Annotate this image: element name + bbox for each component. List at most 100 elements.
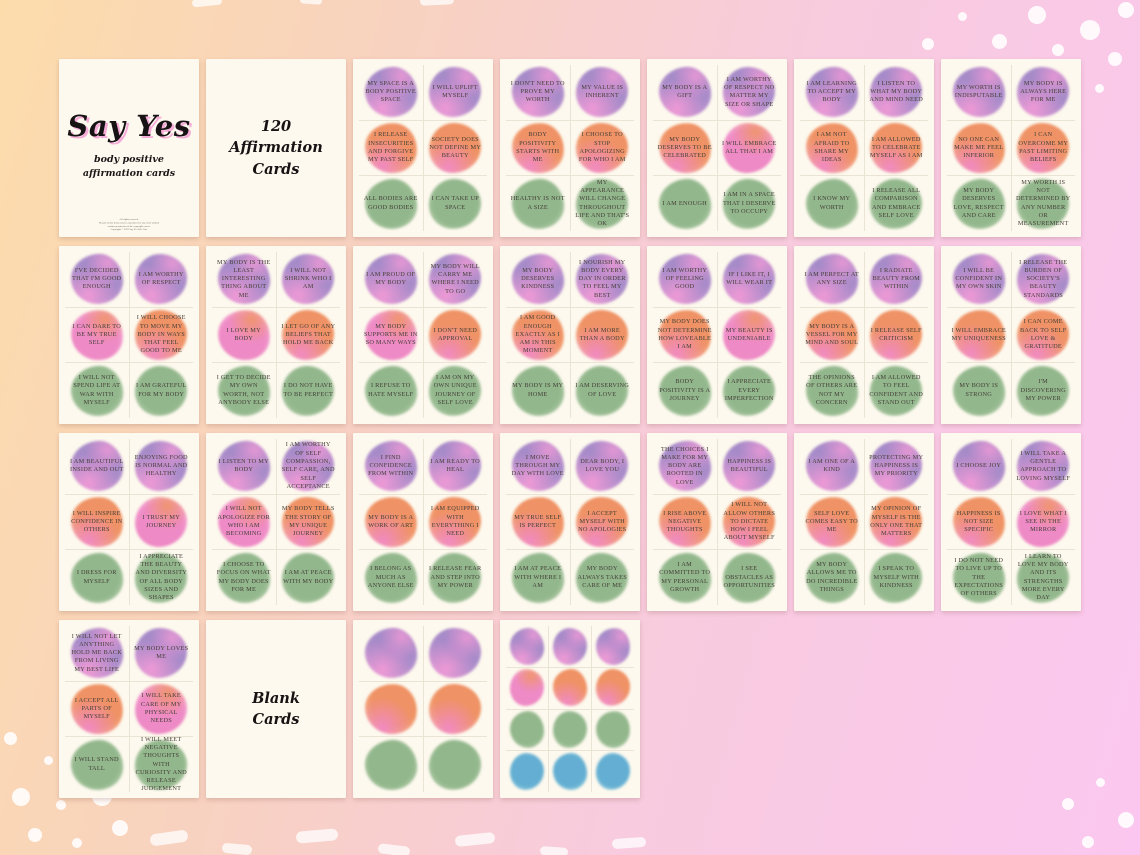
affirmation-card: I AM WORTHY OF RESPECT xyxy=(129,252,193,307)
paint-dot xyxy=(1095,84,1104,93)
affirmation-text: HEALTHY IS NOT A SIZE xyxy=(510,195,565,211)
affirmation-card-sheet: MY BODY IS A GIFT I AM WORTHY OF RESPECT … xyxy=(647,59,787,237)
affirmation-text: MY BODY LOVES ME xyxy=(134,645,189,661)
affirmation-text: I CAN OVERCOME MY PAST LIMITING BELIEFS xyxy=(1018,131,1069,164)
affirmation-card: I TRUST MY JOURNEY xyxy=(129,494,193,550)
affirmation-text: I LOVE MY BODY xyxy=(226,326,261,342)
affirmation-card: ALL BODIES ARE GOOD BODIES xyxy=(359,176,423,231)
affirmation-text: MY BODY WILL CARRY ME WHERE I NEED TO GO xyxy=(430,262,480,295)
affirmation-text: I CAN COME BACK TO SELF LOVE & GRATITUDE xyxy=(1019,318,1067,351)
affirmation-text: I'M DISCOVERING MY POWER xyxy=(1020,378,1066,402)
blank-card xyxy=(423,737,487,792)
watercolor-blob-blue xyxy=(593,751,633,792)
blank-card xyxy=(506,667,548,709)
card-cut-grid: I FIND CONFIDENCE FROM WITHIN I AM READY … xyxy=(359,439,487,605)
affirmation-text: I AM DESERVING OF LOVE xyxy=(575,382,630,398)
paint-dash xyxy=(295,828,339,844)
card-cut-grid: I LISTEN TO MY BODY I AM WORTHY OF SELF C… xyxy=(212,439,340,605)
affirmation-card: I ACCEPT ALL PARTS OF MYSELF xyxy=(65,681,129,737)
affirmation-text: THE CHOICES I MAKE FOR MY BODY ARE ROOTE… xyxy=(660,445,709,486)
affirmation-card: I AM BEAUTIFUL INSIDE AND OUT xyxy=(65,439,129,494)
blank-card xyxy=(592,626,634,667)
affirmation-card: I WILL MEET NEGATIVE THOUGHTS WITH CURIO… xyxy=(129,737,193,792)
blank-card xyxy=(359,737,423,792)
affirmation-card: I AM PROUD OF MY BODY xyxy=(359,252,423,307)
affirmation-card: I AM GRATEFUL FOR MY BODY xyxy=(129,363,193,418)
affirmation-text: I AM WORTHY OF RESPECT NO MATTER MY SIZE… xyxy=(724,75,775,108)
affirmation-card: MY BODY DESERVES LOVE, RESPECT AND CARE xyxy=(947,176,1011,231)
affirmation-card: PROTECTING MY HAPPINESS IS MY PRIORITY xyxy=(864,439,928,494)
paint-dot xyxy=(1080,20,1100,40)
affirmation-card-sheet: I AM LEARNING TO ACCEPT MY BODY I LISTEN … xyxy=(794,59,934,237)
affirmation-text: PROTECTING MY HAPPINESS IS MY PRIORITY xyxy=(869,453,924,478)
watercolor-blob-purple xyxy=(552,627,588,665)
affirmation-text: BODY POSITIVITY IS A JOURNEY xyxy=(659,378,711,402)
affirmation-card-sheet: I WILL BE CONFIDENT IN MY OWN SKIN I RELE… xyxy=(941,246,1081,424)
watercolor-blob-blue xyxy=(551,751,589,792)
affirmation-text: MY BODY IS A VESSEL FOR MY MIND AND SOUL xyxy=(805,322,859,347)
affirmation-text: I CHOOSE TO FOCUS ON WHAT MY BODY DOES F… xyxy=(216,561,271,593)
affirmation-card: MY BODY DESERVES TO BE CELEBRATED xyxy=(653,120,717,176)
affirmation-card: I CHOOSE JOY xyxy=(947,439,1011,494)
affirmation-text: I SEE OBSTACLES AS OPPORTUNITIES xyxy=(723,565,775,589)
affirmation-text: MY BODY DESERVES TO BE CELEBRATED xyxy=(657,135,712,160)
affirmation-card-sheet: MY BODY DESERVES KINDNESS I NOURISH MY BO… xyxy=(500,246,640,424)
affirmation-card: I BELONG AS MUCH AS ANYONE ELSE xyxy=(359,550,423,605)
paint-dot xyxy=(1062,798,1074,810)
affirmation-text: DEAR BODY, I LOVE YOU xyxy=(580,458,625,474)
affirmation-card: I DON'T NEED APPROVAL xyxy=(423,307,487,363)
watercolor-blob-blue xyxy=(509,752,545,790)
affirmation-text: I AM ENOUGH xyxy=(662,199,707,207)
affirmation-text: MY BODY TELLS THE STORY OF MY UNIQUE JOU… xyxy=(281,505,335,538)
affirmation-card: I WILL TAKE CARE OF MY PHYSICAL NEEDS xyxy=(129,681,193,737)
watercolor-blob-pink xyxy=(135,683,188,734)
affirmation-text: MY BODY IS STRONG xyxy=(959,382,999,398)
affirmation-card: I RELEASE ALL COMPARISON AND EMBRACE SEL… xyxy=(864,176,928,231)
watercolor-blob-orange xyxy=(429,122,482,173)
affirmation-card: I DON'T NEED TO PROVE MY WORTH xyxy=(506,65,570,120)
affirmation-text: I DRESS FOR MYSELF xyxy=(76,569,117,585)
affirmation-card-sheet: I AM ONE OF A KIND PROTECTING MY HAPPINES… xyxy=(794,433,934,611)
affirmation-text: MY BODY IS ALWAYS HERE FOR ME xyxy=(1020,79,1067,104)
affirmation-card: I WILL BE CONFIDENT IN MY OWN SKIN xyxy=(947,252,1011,307)
affirmation-card: I WILL INSPIRE CONFIDENCE IN OTHERS xyxy=(65,494,129,550)
watercolor-blob-green xyxy=(363,737,419,792)
watercolor-blob-purple xyxy=(135,254,188,304)
affirmation-text: MY BODY DOES NOT DETERMINE HOW LOVEABLE … xyxy=(657,318,712,351)
product-subtitle: body positive affirmation cards xyxy=(82,154,176,180)
paint-dot xyxy=(56,800,66,810)
watercolor-blob-orange xyxy=(362,681,420,737)
affirmation-text: I CHOOSE TO STOP APOLOGIZING FOR WHO I A… xyxy=(578,131,626,164)
affirmation-card: I CAN OVERCOME MY PAST LIMITING BELIEFS xyxy=(1011,120,1075,176)
blank-card xyxy=(549,626,591,667)
affirmation-text: I LET GO OF ANY BELIEFS THAT HOLD ME BAC… xyxy=(281,322,336,347)
affirmation-card: NO ONE CAN MAKE ME FEEL INFERIOR xyxy=(947,120,1011,176)
affirmation-text: I AM ON MY OWN UNIQUE JOURNEY OF SELF LO… xyxy=(433,374,477,406)
affirmation-card: MY BODY DOES NOT DETERMINE HOW LOVEABLE … xyxy=(653,307,717,363)
affirmation-text: I AM IN A SPACE THAT I DESERVE TO OCCUPY xyxy=(722,191,776,215)
affirmation-text: I RELEASE THE BURDEN OF SOCIETY'S BEAUTY… xyxy=(1019,258,1068,299)
affirmation-text: IF I LIKE IT, I WILL WEAR IT xyxy=(726,271,773,287)
affirmation-card-sheet: I WILL NOT LET ANYTHING HOLD ME BACK FRO… xyxy=(59,620,199,798)
affirmation-card: I RELEASE INSECURITIES AND FORGIVE MY PA… xyxy=(359,120,423,176)
affirmation-card: MY BODY WILL CARRY ME WHERE I NEED TO GO xyxy=(423,252,487,307)
affirmation-text: MY VALUE IS INHERENT xyxy=(581,84,624,100)
affirmation-card-sheet: MY WORTH IS INDISPUTABLE MY BODY IS ALWAY… xyxy=(941,59,1081,237)
affirmation-card: I RELEASE SELF CRITICISM xyxy=(864,307,928,363)
affirmation-text: MY APPEARANCE WILL CHANGE THROUGHOUT LIF… xyxy=(575,178,630,228)
affirmation-text: I RELEASE INSECURITIES AND FORGIVE MY PA… xyxy=(368,131,414,164)
affirmation-text: I APPRECIATE THE BEAUTY AND DIVERSITY OF… xyxy=(135,552,188,602)
watercolor-blob-green xyxy=(593,709,633,750)
blank-card xyxy=(423,681,487,737)
affirmation-card: I WILL NOT ALLOW OTHERS TO DICTATE HOW I… xyxy=(717,494,781,550)
sheet-label: 120 Affirmation Cards xyxy=(229,118,323,178)
affirmation-card: MY VALUE IS INHERENT xyxy=(570,65,634,120)
affirmation-card: I AM GOOD ENOUGH EXACTLY AS I AM IN THIS… xyxy=(506,307,570,363)
watercolor-blob-orange xyxy=(282,309,335,360)
affirmation-text: I WILL NOT SHRINK WHO I AM xyxy=(284,266,332,291)
card-cut-grid: I'VE DECIDED THAT I'M GOOD ENOUGH I AM WO… xyxy=(65,252,193,418)
affirmation-card: I AM WORTHY OF FEELING GOOD xyxy=(653,252,717,307)
affirmation-text: I GET TO DECIDE MY OWN WORTH, NOT ANYBOD… xyxy=(216,374,271,406)
blank-card xyxy=(506,751,548,792)
watercolor-blob-purple xyxy=(576,441,629,491)
